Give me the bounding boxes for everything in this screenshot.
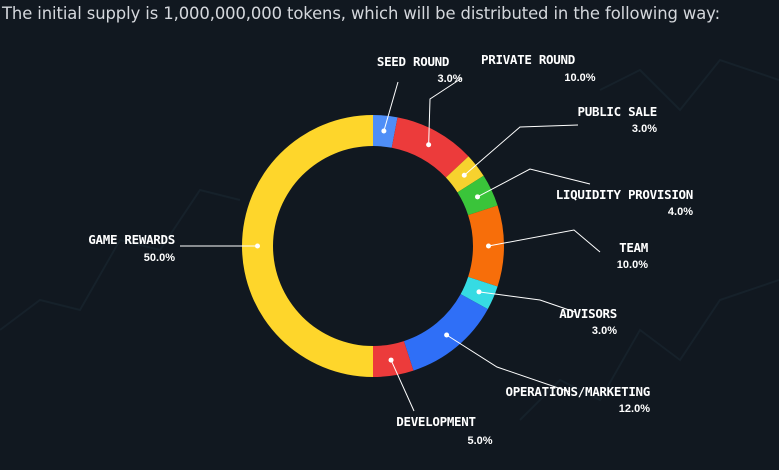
value-development: 5.0%: [467, 435, 492, 447]
leader-line-team: [488, 229, 601, 253]
leader-dot-operations_marketing: [444, 332, 450, 338]
leader-line-advisors: [478, 291, 576, 313]
leader-dot-game_rewards: [255, 243, 260, 249]
slice-private_round: [391, 117, 469, 178]
value-team: 10.0%: [617, 259, 648, 271]
slice-operations_marketing: [403, 294, 488, 371]
leader-line-liquidity_provision: [477, 168, 591, 198]
supply-description: The initial supply is 1,000,000,000 toke…: [2, 4, 721, 23]
leader-dot-liquidity_provision: [475, 194, 481, 200]
leader-dot-development: [388, 357, 394, 363]
slice-game_rewards: [242, 115, 373, 377]
leader-dot-seed_round: [381, 128, 387, 134]
value-seed_round: 3.0%: [437, 73, 462, 85]
value-game_rewards: 50.0%: [144, 252, 175, 264]
leader-dot-team: [486, 243, 491, 249]
value-private_round: 10.0%: [564, 72, 595, 84]
leader-line-development: [390, 359, 415, 412]
label-seed_round: SEED ROUND: [377, 54, 449, 69]
value-operations_marketing: 12.0%: [619, 403, 650, 415]
leader-dot-private_round: [426, 142, 432, 148]
leader-line-seed_round: [383, 81, 399, 132]
value-public_sale: 3.0%: [632, 123, 657, 135]
label-team: TEAM: [619, 240, 648, 255]
value-liquidity_provision: 4.0%: [668, 206, 693, 218]
leader-line-public_sale: [463, 124, 579, 176]
label-advisors: ADVISORS: [559, 306, 617, 321]
label-liquidity_provision: LIQUIDITY PROVISION: [556, 187, 693, 202]
label-public_sale: PUBLIC SALE: [578, 104, 657, 119]
label-operations_marketing: OPERATIONS/MARKETING: [505, 384, 650, 399]
leader-dot-public_sale: [461, 172, 467, 178]
label-private_round: PRIVATE ROUND: [481, 52, 575, 67]
value-advisors: 3.0%: [592, 325, 617, 337]
leader-dot-advisors: [476, 289, 482, 295]
leader-line-private_round: [428, 77, 463, 145]
label-game_rewards: GAME REWARDS: [88, 232, 175, 247]
label-development: DEVELOPMENT: [396, 414, 475, 429]
leader-line-operations_marketing: [446, 334, 571, 393]
